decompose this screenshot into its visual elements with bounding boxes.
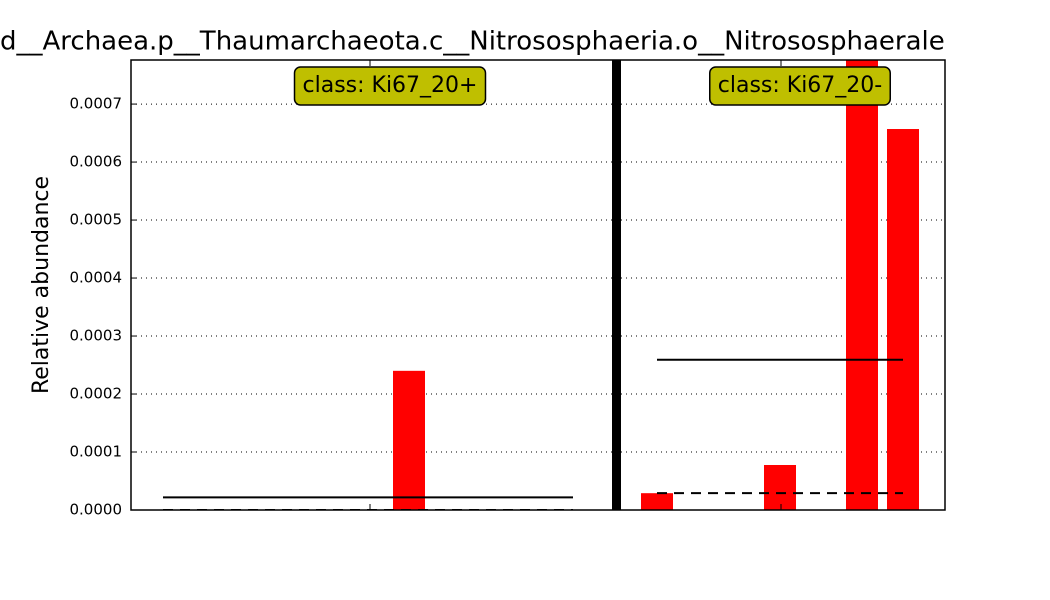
bar bbox=[641, 493, 673, 510]
class-label: class: Ki67_20- bbox=[718, 73, 882, 98]
class-separator bbox=[612, 60, 621, 510]
y-tick-label: 0.0002 bbox=[70, 385, 123, 403]
y-tick-label: 0.0007 bbox=[70, 95, 123, 113]
class-label-box bbox=[709, 66, 891, 106]
bar bbox=[846, 60, 878, 510]
y-tick-label: 0.0006 bbox=[70, 153, 123, 171]
class-label-box bbox=[293, 66, 487, 106]
bar bbox=[764, 465, 796, 510]
marks bbox=[163, 60, 919, 510]
class-labels: class: Ki67_20+ class: Ki67_20- bbox=[293, 66, 891, 106]
plot-frame bbox=[130, 59, 946, 511]
y-tick-label: 0.0004 bbox=[70, 269, 123, 287]
chart-title: d__Archaea.p__Thaumarchaeota.c__Nitrosos… bbox=[0, 27, 945, 57]
class-label: class: Ki67_20+ bbox=[303, 73, 478, 98]
y-tick-label: 0.0001 bbox=[70, 443, 123, 461]
bar bbox=[887, 129, 919, 510]
y-tick-label: 0.0003 bbox=[70, 327, 123, 345]
y-tick-label: 0.0005 bbox=[70, 211, 123, 229]
y-axis-label: Relative abundance bbox=[29, 176, 54, 394]
y-tick-label: 0.0000 bbox=[70, 501, 123, 519]
bar bbox=[393, 370, 425, 510]
